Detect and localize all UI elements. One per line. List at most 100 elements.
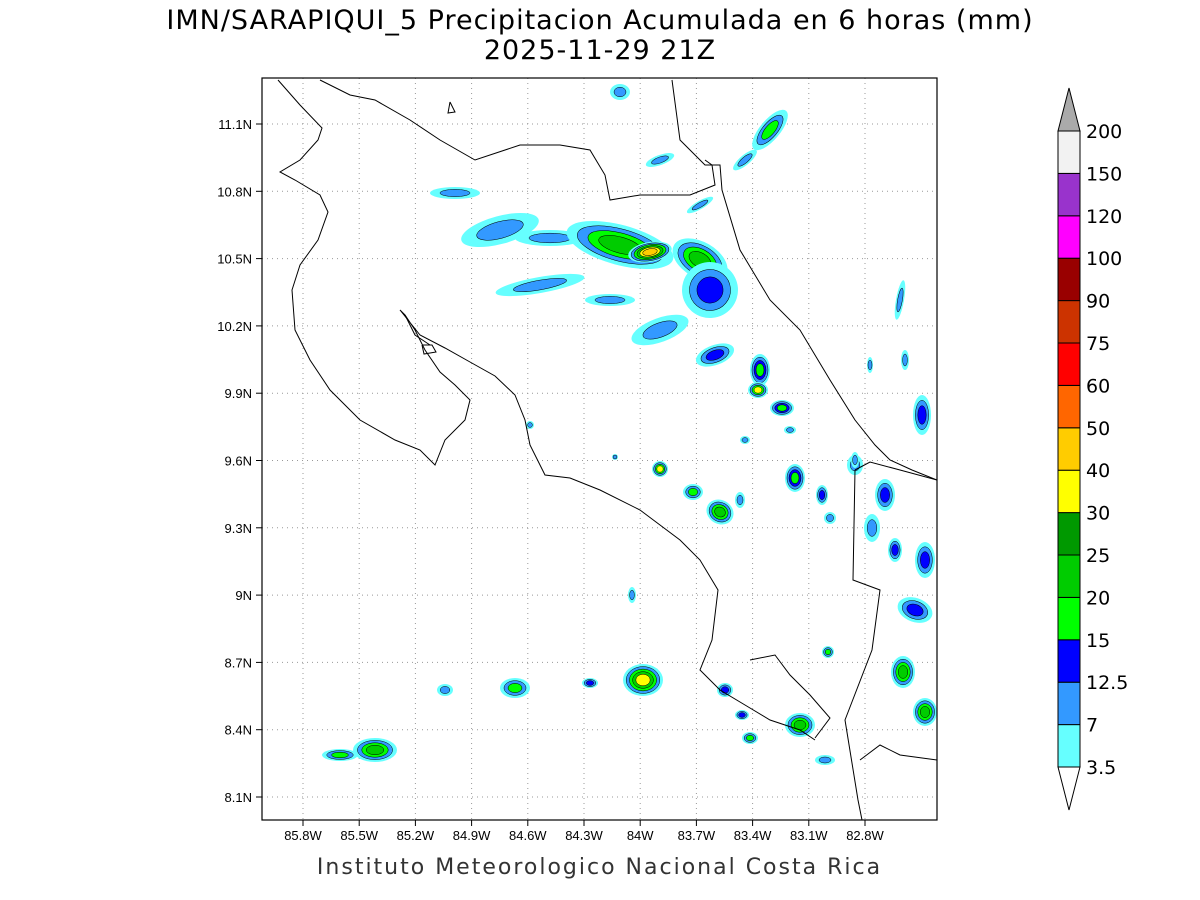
colorbar-label: 60: [1086, 375, 1110, 397]
colorbar-over-triangle: [1057, 87, 1081, 132]
colorbar-swatch: [1057, 724, 1081, 768]
colorbar-label: 50: [1086, 418, 1110, 440]
colorbar-label: 90: [1086, 291, 1110, 313]
precip-cell: [513, 278, 567, 292]
precip-cell: [852, 454, 858, 466]
map-title: IMN/SARAPIQUI_5 Precipitacion Acumulada …: [166, 5, 1034, 36]
precip-cell: [737, 153, 753, 167]
lon-tick-label: 84.9W: [453, 828, 491, 843]
lat-tick-label: 8.7N: [225, 655, 252, 670]
colorbar-swatch: [1057, 512, 1081, 556]
coastline: [277, 79, 816, 741]
precip-cell: [917, 405, 927, 425]
precip-cell: [705, 349, 725, 361]
precipitation-field: [322, 84, 937, 765]
lon-tick-label: 85.8W: [284, 828, 322, 843]
colorbar-label: 200: [1086, 121, 1122, 143]
coastline: [421, 344, 437, 355]
precip-cell: [696, 276, 724, 304]
precip-cell: [439, 686, 451, 694]
precip-cell: [594, 296, 626, 304]
lon-tick-label: 84.3W: [565, 828, 603, 843]
colorbar-label: 12.5: [1086, 672, 1128, 694]
precip-cell: [826, 514, 834, 522]
precip-cell: [528, 232, 572, 244]
lat-tick-label: 10.8N: [217, 184, 252, 199]
precip-cell: [507, 683, 523, 693]
colorbar-swatch: [1057, 300, 1081, 344]
colorbar-label: 20: [1086, 587, 1110, 609]
grid-lines: [262, 78, 937, 820]
precip-cell: [656, 465, 664, 473]
colorbar-label: 15: [1086, 630, 1110, 652]
colorbar-swatch: [1057, 469, 1081, 514]
lat-tick-label: 11.1N: [218, 117, 252, 132]
precip-cell: [761, 120, 779, 140]
lon-tick-label: 85.5W: [340, 828, 378, 843]
lat-tick-label: 9.9N: [225, 386, 252, 401]
latitude-axis: 11.1N 10.8N 10.5N 10.2N 9.9N 9.6N 9.3N 9N 8.7N 8.…: [217, 117, 262, 805]
colorbar-swatch: [1057, 554, 1081, 598]
colorbar-swatch: [1057, 384, 1081, 429]
lon-tick-label: 83.1W: [790, 828, 828, 843]
lat-tick-label: 8.1N: [225, 790, 252, 805]
colorbar-label: 75: [1086, 333, 1110, 355]
map-valid-time: 2025-11-29 21Z: [483, 35, 717, 66]
colorbar-label: 100: [1086, 248, 1122, 270]
precip-cell: [635, 673, 651, 687]
precip-cell: [527, 422, 533, 428]
precip-cell: [776, 404, 788, 412]
colorbar-label: 30: [1086, 503, 1110, 525]
coastline: [671, 79, 937, 481]
precip-cell: [586, 680, 594, 686]
coastline: [319, 79, 716, 201]
precip-cell: [365, 744, 385, 756]
colorbar-swatch: [1057, 596, 1081, 641]
precip-cell: [736, 494, 744, 506]
precip-cell: [867, 359, 873, 371]
precip-cell: [896, 287, 904, 313]
lon-tick-label: 84W: [627, 828, 654, 843]
precip-cell: [439, 189, 471, 197]
colorbar-swatch: [1057, 681, 1081, 726]
precip-cell: [331, 751, 349, 759]
colorbar-label: 7: [1086, 715, 1098, 737]
colorbar-swatch: [1057, 639, 1081, 683]
coastline: [447, 101, 456, 114]
coastline: [854, 461, 937, 481]
precip-cell: [818, 756, 832, 764]
longitude-axis: 85.8W 85.5W 85.2W 84.9W 84.6W 84.3W 84W 83.7W 83…: [284, 820, 885, 843]
colorbar: 3.5 7 12.5 15 20 25 30 40 50 60 75 90 100 120 150 200: [1057, 87, 1128, 811]
precip-cell: [824, 648, 832, 656]
lat-tick-label: 8.4N: [225, 723, 252, 738]
colorbar-label: 25: [1086, 545, 1110, 567]
precip-cell: [642, 248, 658, 256]
lat-tick-label: 9N: [235, 588, 252, 603]
precip-cell: [790, 472, 800, 484]
precip-cell: [714, 506, 726, 518]
lat-tick-label: 10.2N: [217, 319, 252, 334]
precip-cell: [476, 219, 524, 241]
map-frame: [261, 77, 938, 821]
precip-cell: [906, 603, 924, 617]
precip-cell: [755, 363, 765, 377]
colorbar-swatch: [1057, 257, 1081, 302]
precip-cell: [866, 519, 878, 537]
precip-cell: [746, 734, 754, 742]
colorbar-swatch: [1057, 215, 1081, 259]
precip-cell: [691, 199, 709, 211]
coastline: [404, 314, 431, 346]
precip-cell: [721, 686, 729, 694]
lat-tick-label: 9.6N: [225, 454, 252, 469]
colorbar-swatch: [1057, 130, 1081, 174]
colorbar-swatch: [1057, 172, 1081, 217]
precip-cell: [629, 589, 635, 601]
precip-cell: [891, 544, 899, 556]
coastline: [859, 744, 937, 761]
coastlines: [277, 79, 937, 820]
lat-tick-label: 9.3N: [225, 521, 252, 536]
precip-cell: [920, 551, 930, 569]
precip-cell: [818, 490, 826, 500]
precip-cell: [688, 488, 698, 496]
